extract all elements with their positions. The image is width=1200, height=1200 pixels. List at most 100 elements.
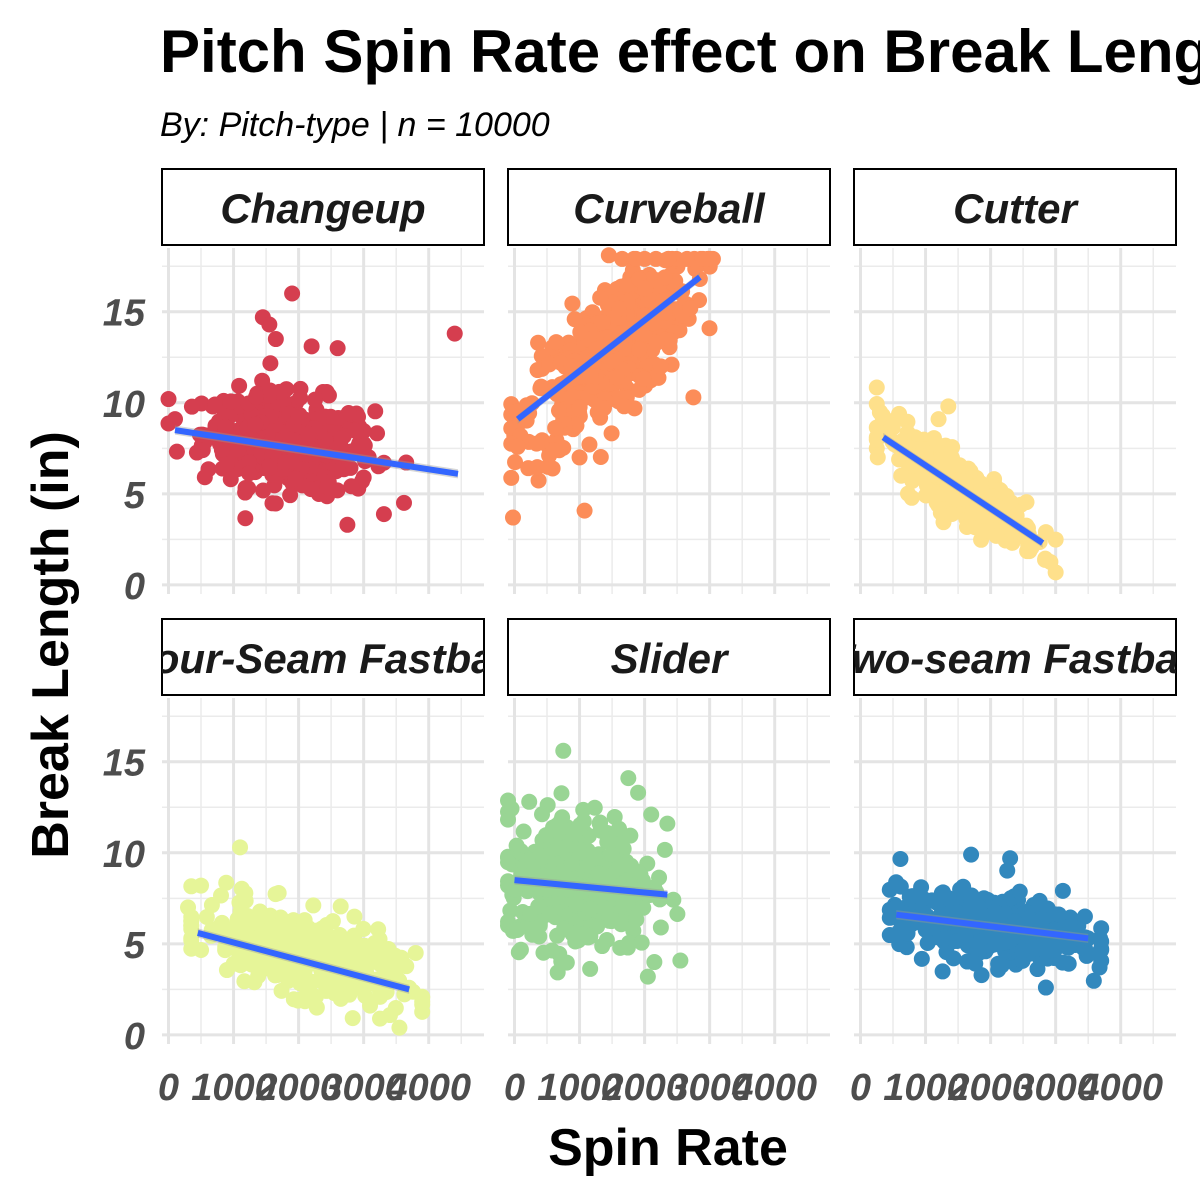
data-point — [620, 770, 637, 787]
data-point — [302, 481, 319, 498]
data-point — [588, 888, 605, 905]
facet-strip-label: Two-seam Fastball — [828, 635, 1200, 682]
x-axis-title: Spin Rate — [548, 1119, 788, 1177]
data-point — [933, 885, 950, 902]
data-point — [565, 825, 582, 842]
data-point — [659, 815, 676, 832]
x-tick-label: 1000 — [191, 1067, 276, 1109]
data-point — [284, 285, 301, 302]
data-point — [891, 923, 908, 940]
data-point — [999, 862, 1016, 879]
data-point — [652, 358, 669, 375]
data-point — [509, 438, 526, 455]
data-point — [620, 934, 637, 951]
data-point — [237, 510, 254, 527]
data-point — [872, 403, 889, 420]
trend-line — [514, 877, 668, 898]
data-point — [533, 378, 550, 395]
facet-strip-label: Cutter — [953, 185, 1079, 232]
y-tick-label: 0 — [124, 1016, 145, 1058]
data-point — [248, 388, 265, 405]
data-point — [259, 955, 276, 972]
data-point — [340, 405, 357, 422]
data-point — [183, 940, 200, 957]
data-point — [601, 869, 618, 886]
data-point — [414, 989, 431, 1006]
data-point — [160, 391, 177, 408]
data-point — [375, 506, 392, 523]
data-point — [508, 837, 525, 854]
data-point — [656, 269, 673, 286]
data-point — [636, 250, 653, 267]
data-point — [903, 489, 920, 506]
data-point — [319, 478, 336, 495]
data-point — [582, 960, 599, 977]
x-tick-label: 2000 — [255, 1067, 341, 1109]
data-point — [255, 482, 272, 499]
data-point — [682, 300, 699, 317]
data-point — [520, 460, 537, 477]
data-point — [1011, 883, 1028, 900]
data-point — [1006, 913, 1023, 930]
data-point — [661, 332, 678, 349]
data-point — [616, 398, 633, 415]
data-point — [563, 358, 580, 375]
data-point — [1085, 972, 1102, 989]
data-point — [919, 934, 936, 951]
data-point — [1020, 910, 1037, 927]
data-point — [446, 325, 463, 342]
y-tick-label: 10 — [103, 834, 145, 876]
data-point — [272, 959, 289, 976]
y-tick-label: 5 — [124, 475, 146, 517]
data-point — [218, 874, 235, 891]
data-point — [581, 436, 598, 453]
data-point — [665, 891, 682, 908]
data-point — [262, 459, 279, 476]
x-tick-label: 2000 — [947, 1067, 1033, 1109]
data-point — [180, 899, 197, 916]
data-point — [530, 898, 547, 915]
data-point — [582, 367, 599, 384]
data-point — [267, 331, 284, 348]
data-point — [969, 906, 986, 923]
data-point — [630, 784, 647, 801]
data-point — [581, 900, 598, 917]
data-point — [633, 934, 650, 951]
data-point — [275, 929, 292, 946]
data-point — [550, 402, 567, 419]
data-point — [608, 369, 625, 386]
data-point — [564, 295, 581, 312]
data-point — [571, 399, 588, 416]
data-point — [923, 919, 940, 936]
data-point — [369, 425, 386, 442]
data-point — [568, 924, 585, 941]
data-point — [515, 823, 532, 840]
data-point — [261, 316, 278, 333]
data-point — [240, 480, 257, 497]
x-tick-label: 0 — [158, 1067, 179, 1109]
data-point — [407, 944, 424, 961]
trend-line — [197, 930, 410, 993]
data-point — [660, 250, 677, 267]
data-point — [352, 980, 369, 997]
data-point — [603, 913, 620, 930]
data-point — [639, 968, 656, 985]
data-point — [603, 425, 620, 442]
data-point — [346, 908, 363, 925]
data-point — [944, 506, 961, 523]
trend-line — [881, 434, 1045, 546]
facet-strip-label: Four-Seam Fastball — [128, 635, 519, 682]
data-point — [356, 437, 373, 454]
data-point — [414, 1003, 431, 1020]
data-point — [603, 353, 620, 370]
data-point — [1037, 551, 1054, 568]
data-point — [685, 389, 702, 406]
data-point — [203, 897, 220, 914]
trend-line — [895, 911, 1089, 942]
data-point — [507, 454, 524, 471]
data-point — [218, 456, 235, 473]
data-point — [611, 300, 628, 317]
data-point — [935, 485, 952, 502]
facet-strip — [507, 618, 831, 696]
